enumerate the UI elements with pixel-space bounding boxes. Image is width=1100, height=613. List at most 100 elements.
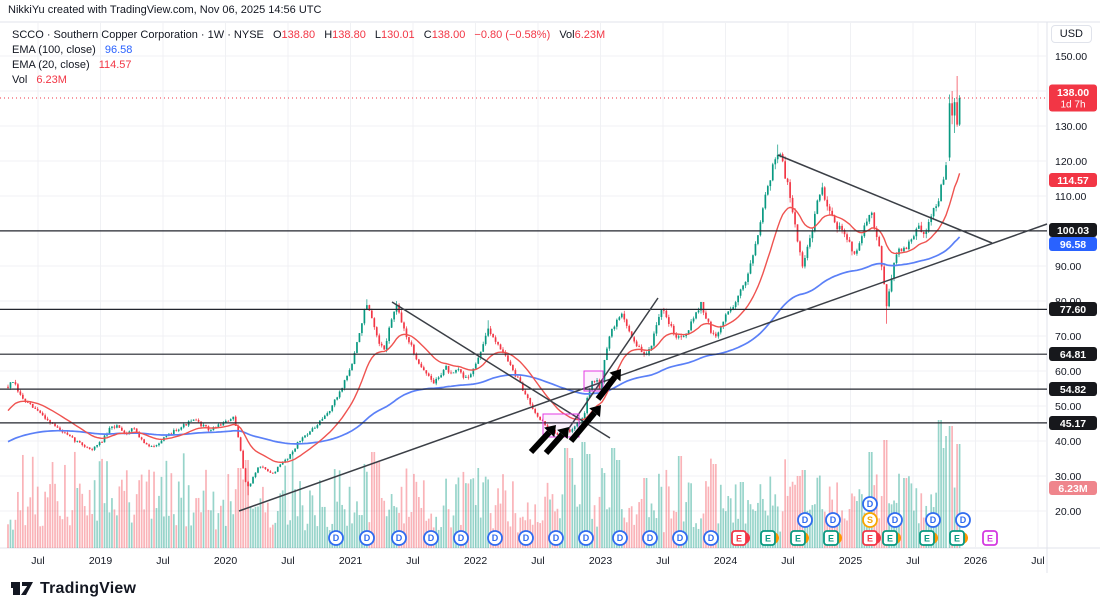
time-axis[interactable]: Jul 2019 Jul 2020 Jul 2021 Jul 2022 Jul 2023 Jul 20…	[31, 555, 1044, 567]
price-axis-label: 110.00	[1055, 191, 1086, 203]
symbol-legend-row[interactable]: SCCO · Southern Copper Corporation · 1W …	[12, 28, 605, 42]
svg-text:E: E	[828, 534, 834, 544]
dividend-marker[interactable]: D	[887, 512, 903, 528]
svg-text:D: D	[892, 515, 899, 525]
trendlines-layer[interactable]	[238, 154, 1048, 512]
chart-frame	[0, 21, 1100, 573]
time-axis-label: Jul	[406, 555, 419, 567]
price-axis-label: 50.00	[1055, 401, 1081, 413]
split-marker[interactable]: S	[862, 512, 878, 528]
currency-unit-button[interactable]: USD	[1050, 25, 1092, 43]
svg-text:114.57: 114.57	[1057, 175, 1089, 187]
earnings-beat-marker[interactable]: E	[919, 530, 938, 546]
dividend-marker[interactable]: D	[642, 530, 658, 546]
dividend-marker[interactable]: D	[423, 530, 439, 546]
svg-text:1d 7h: 1d 7h	[1060, 100, 1085, 111]
price-axis-label: 60.00	[1055, 366, 1081, 378]
earnings-miss-marker[interactable]: E	[862, 530, 881, 546]
time-axis-label: Jul	[656, 555, 669, 567]
ema100-legend-row[interactable]: EMA (100, close) 96.58	[12, 43, 605, 57]
dividend-marker[interactable]: D	[548, 530, 564, 546]
dividend-marker[interactable]: D	[453, 530, 469, 546]
high-label: H	[324, 29, 333, 41]
price-axis[interactable]: 150.00140.00130.00120.00110.00100.0090.0…	[1049, 51, 1097, 518]
volume-row-value: 6.23M	[36, 74, 67, 86]
earnings-beat-marker[interactable]: E	[760, 530, 779, 546]
svg-text:D: D	[930, 515, 937, 525]
svg-text:6.23M: 6.23M	[1058, 483, 1087, 495]
earnings-beat-marker[interactable]: E	[823, 530, 842, 546]
dividend-marker[interactable]: D	[925, 512, 941, 528]
time-axis-label: 2023	[589, 555, 613, 567]
time-axis-label: 2025	[839, 555, 863, 567]
tradingview-logo-text[interactable]: TradingView	[40, 580, 137, 597]
svg-text:D: D	[333, 533, 340, 543]
highlight-box	[583, 370, 604, 392]
dividend-marker[interactable]: D	[359, 530, 375, 546]
time-axis-label: Jul	[906, 555, 919, 567]
high-value: 138.80	[332, 29, 366, 41]
ema100-value-badge: 96.58	[1049, 237, 1097, 251]
svg-text:E: E	[765, 534, 771, 544]
dividend-marker[interactable]: D	[862, 496, 878, 512]
svg-text:D: D	[830, 515, 837, 525]
svg-text:D: D	[492, 533, 499, 543]
low-label: L	[374, 29, 382, 41]
earnings-miss-marker[interactable]: E	[731, 530, 750, 546]
up-arrow-annotation	[543, 432, 565, 455]
price-axis-label: 70.00	[1055, 331, 1081, 343]
tradingview-logo-icon[interactable]	[10, 580, 34, 598]
dividend-marker[interactable]: D	[672, 530, 688, 546]
grid-layer	[0, 22, 1047, 548]
dividend-marker[interactable]: D	[955, 512, 971, 528]
dividend-marker[interactable]: D	[487, 530, 503, 546]
earnings-beat-marker[interactable]: E	[949, 530, 968, 546]
svg-text:77.60: 77.60	[1060, 304, 1086, 316]
earnings-beat-marker[interactable]: E	[790, 530, 809, 546]
chart-legend: SCCO · Southern Copper Corporation · 1W …	[12, 28, 605, 88]
volume-value-badge: 6.23M	[1049, 481, 1097, 495]
svg-text:E: E	[954, 534, 960, 544]
close-label: C	[423, 29, 432, 41]
svg-text:D: D	[553, 533, 560, 543]
volume-value: 6.23M	[574, 29, 606, 41]
dividend-marker[interactable]: D	[612, 530, 628, 546]
up-arrow-annotation	[528, 430, 552, 455]
svg-text:D: D	[960, 515, 967, 525]
horizontal-levels-layer[interactable]	[0, 230, 1047, 424]
svg-text:D: D	[583, 533, 590, 543]
low-value: 130.01	[381, 29, 415, 41]
time-axis-label: Jul	[1031, 555, 1044, 567]
dividend-marker[interactable]: D	[518, 530, 534, 546]
up-arrow-annotation	[595, 375, 618, 401]
dividend-marker[interactable]: D	[391, 530, 407, 546]
time-axis-label: 2020	[214, 555, 238, 567]
ema100-label: EMA (100, close)	[12, 44, 96, 56]
svg-text:D: D	[647, 533, 654, 543]
svg-text:138.00: 138.00	[1057, 87, 1089, 99]
earnings-beat-marker[interactable]: E	[882, 530, 901, 546]
dividend-marker[interactable]: D	[578, 530, 594, 546]
svg-text:D: D	[677, 533, 684, 543]
arrow-annotations-layer[interactable]	[528, 369, 621, 455]
level-badge: 54.82	[1049, 382, 1097, 396]
upcoming-earnings-marker[interactable]: E	[982, 530, 998, 546]
ema20-value-badge: 114.57	[1049, 173, 1097, 187]
dividend-marker[interactable]: D	[825, 512, 841, 528]
time-axis-label: 2024	[714, 555, 738, 567]
level-badge: 100.03	[1049, 223, 1097, 237]
ema20-legend-row[interactable]: EMA (20, close) 114.57	[12, 58, 605, 72]
ema100-line	[7, 236, 961, 445]
open-value: 138.80	[281, 29, 316, 41]
svg-text:D: D	[458, 533, 465, 543]
price-axis-label: 30.00	[1055, 471, 1081, 483]
ema20-label: EMA (20, close)	[12, 59, 90, 71]
dividend-marker[interactable]: D	[328, 530, 344, 546]
volume-legend-row[interactable]: Vol 6.23M	[12, 73, 605, 87]
dividend-marker[interactable]: D	[797, 512, 813, 528]
time-axis-label: 2026	[964, 555, 988, 567]
dividend-marker[interactable]: D	[703, 530, 719, 546]
